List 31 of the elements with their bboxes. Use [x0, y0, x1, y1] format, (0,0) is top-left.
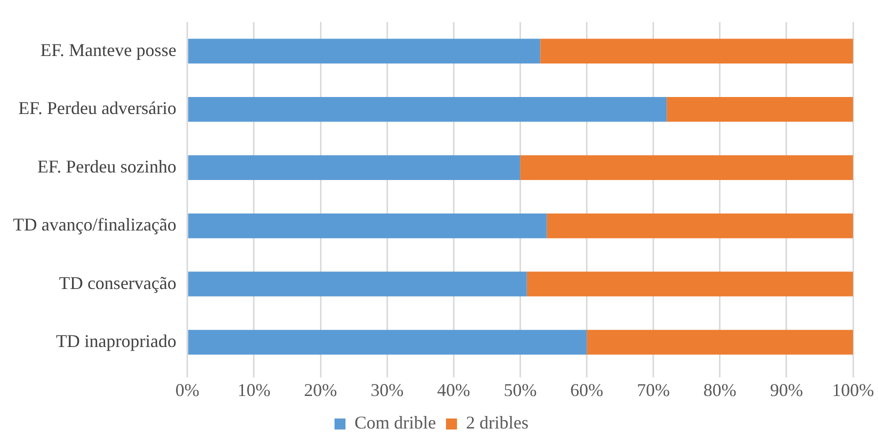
- x-tick-label: 30%: [370, 380, 404, 400]
- y-tick-label: EF. Manteve posse: [40, 40, 176, 60]
- legend-label: 2 dribles: [466, 412, 528, 433]
- x-tick-label: 100%: [832, 380, 874, 400]
- y-tick-label: EF. Perdeu sozinho: [37, 156, 176, 176]
- bar: [586, 330, 853, 355]
- bar: [188, 38, 540, 64]
- bar: [188, 155, 520, 180]
- bar: [540, 38, 853, 64]
- bar: [188, 272, 527, 296]
- x-tick-label: 40%: [437, 380, 470, 400]
- x-tick-label: 90%: [770, 380, 803, 400]
- bar: [188, 213, 547, 238]
- y-tick-label: TD conservação: [58, 272, 176, 293]
- y-tick-label: TD avanço/finalização: [13, 214, 176, 235]
- bar: [526, 272, 853, 296]
- y-tick-label: TD inapropriado: [56, 331, 176, 352]
- bar: [666, 96, 853, 122]
- x-tick-label: 10%: [237, 380, 270, 400]
- x-tick-label: 60%: [570, 380, 604, 400]
- x-tick-label: 20%: [304, 380, 338, 400]
- y-tick-label: EF. Perdeu adversário: [18, 98, 176, 118]
- bar: [188, 330, 587, 355]
- legend-label: Com drible: [354, 412, 436, 433]
- x-tick-label: 0%: [175, 380, 200, 400]
- bar: [188, 96, 667, 122]
- x-tick-label: 80%: [703, 380, 736, 400]
- x-tick-label: 70%: [636, 380, 670, 400]
- bar: [546, 213, 853, 238]
- bar: [520, 155, 853, 180]
- x-tick-label: 50%: [504, 380, 537, 400]
